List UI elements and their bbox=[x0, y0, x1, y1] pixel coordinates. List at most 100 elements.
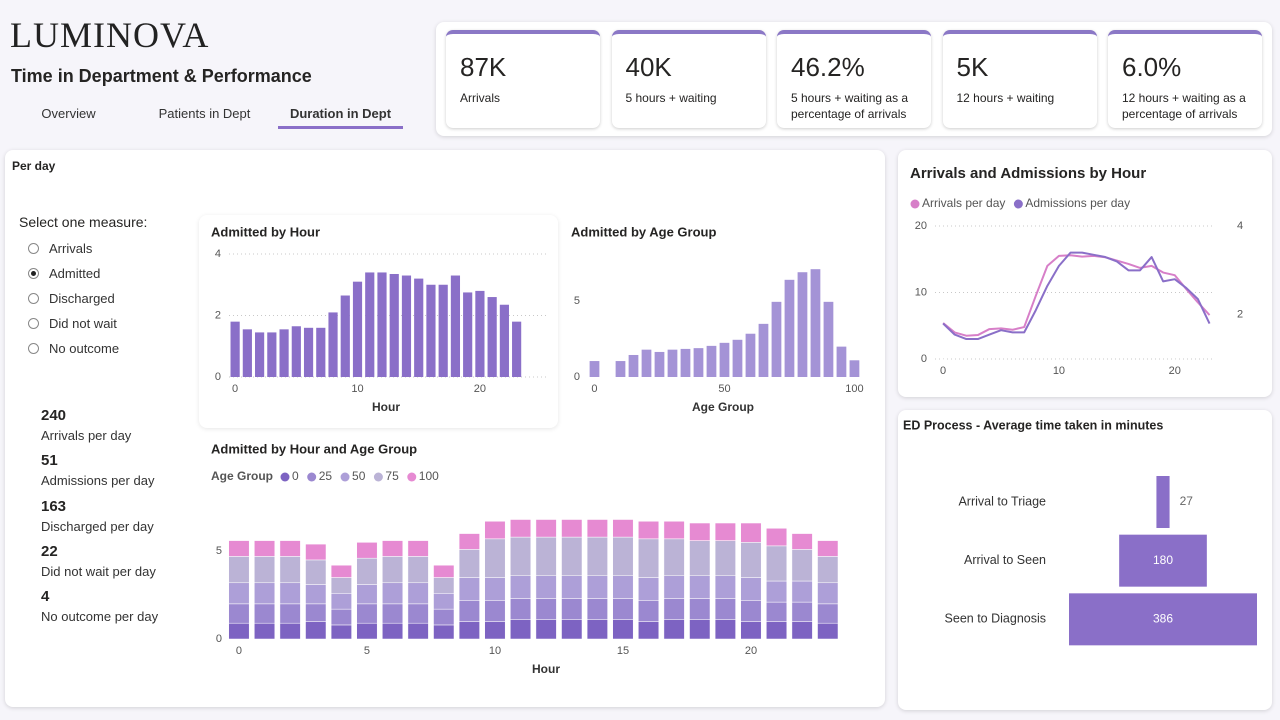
x-tick-label: 0 bbox=[940, 365, 946, 377]
stat-label: Did not wait per day bbox=[41, 563, 156, 579]
stack-segment bbox=[458, 533, 480, 550]
tab[interactable]: Duration in Dept bbox=[278, 106, 403, 129]
kpi-card: 5K 12 hours + waiting bbox=[942, 30, 1097, 128]
bar bbox=[316, 327, 326, 377]
bar bbox=[784, 279, 795, 377]
stack-segment bbox=[510, 519, 532, 538]
stack-segment bbox=[535, 598, 557, 620]
stack-segment bbox=[586, 536, 608, 576]
bar bbox=[426, 284, 436, 377]
kpi-value: 87K bbox=[460, 52, 507, 82]
stack-segment bbox=[791, 621, 813, 640]
stack-segment bbox=[817, 603, 839, 624]
option-label: Did not wait bbox=[49, 316, 117, 331]
y-tick-label: 5 bbox=[574, 295, 580, 307]
stack-segment bbox=[561, 598, 583, 620]
stack-segment bbox=[356, 622, 378, 640]
stack-segment bbox=[382, 603, 404, 624]
measure-option[interactable]: Discharged bbox=[28, 291, 115, 306]
stack-segment bbox=[689, 522, 711, 541]
kpi-value: 46.2% bbox=[791, 52, 865, 82]
stack-segment bbox=[356, 603, 378, 624]
stack-segment bbox=[382, 622, 404, 640]
measure-option[interactable]: Admitted bbox=[28, 266, 100, 281]
stack-segment bbox=[663, 575, 685, 599]
stat-label: Discharged per day bbox=[41, 518, 154, 534]
stack-segment bbox=[714, 619, 736, 640]
bar bbox=[654, 351, 665, 377]
stack-segment bbox=[766, 601, 788, 622]
legend-swatch bbox=[307, 472, 317, 482]
stack-segment bbox=[407, 582, 429, 605]
kpi-label: 5 hours + waiting bbox=[625, 91, 717, 105]
x-tick-label: 5 bbox=[364, 645, 370, 657]
stack-segment bbox=[228, 556, 250, 584]
stack-segment bbox=[663, 521, 685, 540]
x-tick-label: 20 bbox=[474, 383, 486, 395]
legend-label: Admissions per day bbox=[1025, 196, 1130, 210]
legend-label: 75 bbox=[385, 469, 399, 483]
stat-value: 163 bbox=[41, 497, 67, 515]
y-tick-label: 0 bbox=[574, 371, 580, 383]
stack-segment bbox=[356, 584, 378, 605]
stack-segment bbox=[766, 580, 788, 603]
x-tick-label: 50 bbox=[718, 383, 730, 395]
stack-segment bbox=[817, 622, 839, 640]
measure-title: Select one measure: bbox=[19, 214, 148, 230]
bar bbox=[732, 339, 743, 377]
bar bbox=[438, 284, 448, 377]
stack-segment bbox=[510, 536, 532, 576]
bar bbox=[340, 295, 350, 377]
kpi-card: 40K 5 hours + waiting bbox=[611, 30, 766, 128]
x-axis-label: Hour bbox=[532, 662, 560, 676]
y-tick-label: 0 bbox=[216, 633, 222, 645]
stack-segment bbox=[279, 556, 301, 584]
stack-segment bbox=[254, 556, 276, 584]
radio[interactable] bbox=[28, 293, 39, 304]
category-label: Seen to Diagnosis bbox=[945, 612, 1046, 626]
legend-title: Age Group bbox=[211, 469, 273, 483]
tab[interactable]: Patients in Dept bbox=[158, 106, 251, 121]
bar bbox=[267, 332, 277, 377]
measure-option[interactable]: No outcome bbox=[28, 341, 119, 356]
stat-value: 4 bbox=[41, 588, 50, 606]
logo: LUMINOVA bbox=[10, 15, 210, 55]
stack-segment bbox=[279, 603, 301, 624]
x-tick-label: 0 bbox=[236, 645, 242, 657]
stack-segment bbox=[382, 556, 404, 584]
funnel-bar bbox=[1156, 476, 1170, 528]
stat-value: 240 bbox=[41, 407, 67, 424]
stack-segment bbox=[535, 575, 557, 599]
stack-segment bbox=[305, 584, 327, 605]
bar bbox=[242, 329, 252, 377]
panel-title: Per day bbox=[12, 159, 56, 173]
bar bbox=[414, 278, 424, 377]
stack-segment bbox=[714, 522, 736, 541]
stack-segment bbox=[689, 598, 711, 620]
bar bbox=[641, 349, 652, 377]
radio[interactable] bbox=[28, 343, 39, 354]
radio[interactable] bbox=[28, 243, 39, 254]
stack-segment bbox=[714, 575, 736, 599]
stack-segment bbox=[714, 598, 736, 620]
x-tick-label: 0 bbox=[591, 383, 597, 395]
stack-segment bbox=[612, 536, 634, 576]
stack-segment bbox=[484, 521, 506, 540]
measure-option[interactable]: Arrivals bbox=[28, 241, 92, 256]
tab[interactable]: Overview bbox=[41, 106, 96, 121]
stack-segment bbox=[330, 593, 352, 610]
radio[interactable] bbox=[28, 268, 39, 279]
stack-segment bbox=[484, 621, 506, 640]
radio[interactable] bbox=[28, 318, 39, 329]
value-label: 27 bbox=[1180, 494, 1194, 508]
bar bbox=[279, 329, 289, 377]
x-tick-label: 100 bbox=[845, 383, 863, 395]
measure-option[interactable]: Did not wait bbox=[28, 316, 117, 331]
kpi-card: 87K Arrivals bbox=[446, 30, 600, 128]
bar bbox=[771, 301, 782, 377]
stack-segment bbox=[433, 593, 455, 610]
stack-segment bbox=[305, 559, 327, 585]
y2-tick-label: 2 bbox=[1237, 309, 1243, 321]
